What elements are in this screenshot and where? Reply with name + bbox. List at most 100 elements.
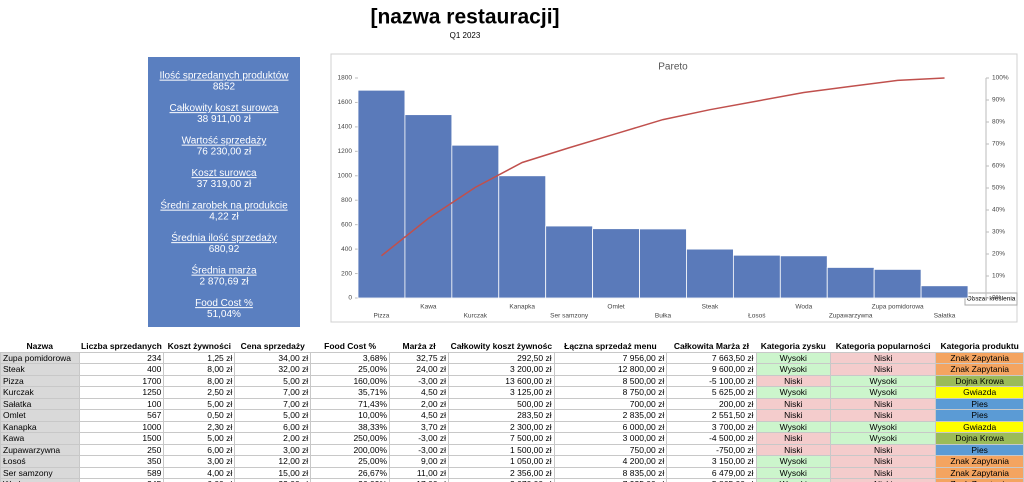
summary-value: 2 870,69 zł (200, 277, 250, 288)
table-cell: 71,43% (310, 397, 391, 410)
table-cell: Kurczak (0, 386, 80, 399)
table-cell: 3,68% (310, 351, 391, 364)
bar (592, 228, 640, 299)
bar (686, 248, 734, 299)
table-cell: 2,00 zł (234, 432, 312, 445)
y2-tick-label: 90% (992, 97, 1005, 104)
x-tick-label: Woda (795, 304, 812, 311)
table-cell: 3,00 zł (163, 455, 236, 468)
table-cell: Woda (0, 478, 80, 482)
y2-tick-label: 30% (992, 229, 1005, 236)
table-cell: 7 663,50 zł (666, 351, 757, 364)
table-cell: 3 700,00 zł (666, 420, 757, 433)
table-cell: 17,00 zł (389, 478, 450, 482)
table-cell: Niski (755, 397, 832, 410)
table-cell: Niski (830, 478, 937, 482)
y-tick-label: 200 (341, 270, 352, 277)
x-tick-label: Kanapka (509, 304, 535, 311)
table-row: Łosoś 350 3,00 zł 12,00 zł 25,00% 9,00 zł 1 05… (0, 455, 1024, 468)
bar (732, 254, 781, 299)
table-cell: Niski (755, 409, 832, 422)
table-cell: Niski (830, 455, 937, 468)
table-cell: 7 935,00 zł (553, 478, 668, 482)
tooltip (964, 292, 1018, 306)
table-cell: 4 200,00 zł (553, 455, 668, 468)
table-cell: 250 (78, 443, 165, 456)
table-cell: Znak Zapytania (935, 455, 1024, 468)
table-cell: 160,00% (310, 374, 391, 387)
table-cell: 589 (78, 466, 165, 479)
bar (451, 144, 500, 299)
y2-tick-label: 0% (992, 295, 1002, 302)
table-row: Ser samzony 589 4,00 zł 15,00 zł 26,67% 11,00… (0, 466, 1024, 479)
y2-tick-label: 70% (992, 141, 1005, 148)
y-tick-label: 800 (341, 197, 352, 204)
table-cell: 2,30 zł (163, 420, 236, 433)
y-tick-label: 1600 (338, 99, 353, 106)
summary-label: Wartość sprzedaży (182, 136, 267, 147)
table-cell: 7,00 zł (234, 386, 312, 399)
table-cell: Pies (935, 397, 1024, 410)
table-cell: -750,00 zł (666, 443, 757, 456)
table-cell: 1000 (78, 420, 165, 433)
y-tick-label: 600 (341, 221, 352, 228)
x-tick-label: Steak (702, 304, 719, 311)
bar (498, 175, 547, 299)
table-cell: 3,00 zł (234, 443, 312, 456)
y-tick-label: 1000 (338, 172, 353, 179)
table-cell: -3,00 zł (389, 374, 450, 387)
table-cell: 1700 (78, 374, 165, 387)
y2-tick-label: 80% (992, 119, 1005, 126)
bar (404, 114, 453, 299)
column-header: Food Cost % (324, 341, 377, 351)
table-cell: 100 (78, 397, 165, 410)
table-cell: Niski (755, 374, 832, 387)
x-tick-label: Łosoś (748, 313, 766, 320)
table-row: Pizza 1700 8,00 zł 5,00 zł 160,00% -3,00 zł 13… (0, 374, 1024, 387)
x-tick-label: Kawa (420, 304, 437, 311)
table-cell: 6,00 zł (234, 420, 312, 433)
table-cell: Wysoki (755, 466, 832, 479)
table-cell: 13 600,00 zł (448, 374, 555, 387)
table-cell: 8,00 zł (163, 374, 236, 387)
bar (826, 267, 875, 299)
table-cell: 12,00 zł (234, 455, 312, 468)
y2-tick-label: 10% (992, 273, 1005, 280)
table-cell: Steak (0, 363, 80, 376)
table-cell: Wysoki (755, 420, 832, 433)
summary-label: Ilość sprzedanych produktów (160, 71, 290, 82)
table-cell: Znak Zapytania (935, 478, 1024, 482)
table-cell: 23,00 zł (234, 478, 312, 482)
table-cell: 500,00 zł (448, 397, 555, 410)
y2-tick-label: 40% (992, 207, 1005, 214)
x-tick-label: Kurczak (464, 313, 488, 320)
y2-tick-label: 100% (992, 75, 1009, 82)
table-cell: 6,00 zł (163, 443, 236, 456)
header-row: Nazwa Liczba sprzedanych Koszt żywności Cen… (1, 341, 1024, 352)
table-cell: 24,00 zł (389, 363, 450, 376)
table-cell: 6 479,00 zł (666, 466, 757, 479)
table-cell: 1500 (78, 432, 165, 445)
table-cell: Pizza (0, 374, 80, 387)
table-cell: 10,00% (310, 409, 391, 422)
summary-label: Średni zarobek na produkcie (160, 199, 288, 212)
summary-label: Koszt surowca (191, 168, 256, 179)
table-cell: Niski (755, 432, 832, 445)
bar (639, 228, 687, 299)
table-cell: 25,00% (310, 363, 391, 376)
table-cell: 200,00% (310, 443, 391, 456)
table-cell: 1 500,00 zł (448, 443, 555, 456)
table-cell: 5,00 zł (234, 409, 312, 422)
table-cell: 5,00 zł (163, 397, 236, 410)
table-cell: 1 050,00 zł (448, 455, 555, 468)
table-cell: Zupa pomidorowa (0, 351, 80, 364)
summary-value: 680,92 (209, 244, 240, 255)
table-cell: 32,00 zł (234, 363, 312, 376)
table-cell: Gwiazda (935, 386, 1024, 399)
table-cell: 2 835,00 zł (553, 409, 668, 422)
summary-label: Średnia marża (191, 264, 256, 277)
table-cell: 2,50 zł (163, 386, 236, 399)
chart-title: Pareto (658, 62, 688, 73)
table-row: Kawa 1500 5,00 zł 2,00 zł 250,00% -3,00 zł 7 5… (0, 432, 1024, 445)
table-row: Zupawarzywna 250 6,00 zł 3,00 zł 200,00% -3,0… (0, 443, 1024, 456)
